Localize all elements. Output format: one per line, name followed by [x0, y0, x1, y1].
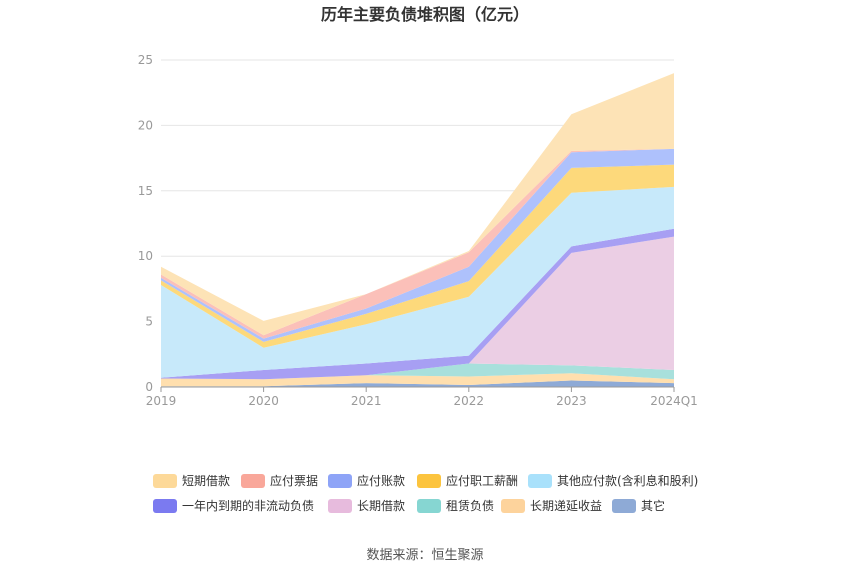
area-其他应付款(含利息和股利) — [161, 186, 674, 378]
area-短期借款 — [161, 73, 674, 336]
legend-item[interactable]: 应付票据 — [241, 473, 318, 488]
legend-label: 应付账款 — [357, 473, 405, 488]
area-租赁负债 — [161, 363, 674, 380]
legend-label: 其它 — [641, 498, 665, 513]
legend-label: 长期借款 — [357, 499, 405, 513]
y-tick-label: 20 — [138, 118, 153, 132]
x-tick-label: 2019 — [146, 394, 177, 408]
y-tick-label: 0 — [145, 380, 153, 394]
legend-item[interactable]: 其他应付款(含利息和股利) — [528, 473, 698, 488]
area-其它 — [161, 380, 674, 387]
y-tick-label: 25 — [138, 53, 153, 67]
legend-label: 应付票据 — [270, 473, 318, 488]
area-应付职工薪酬 — [161, 164, 674, 348]
legend-swatch — [153, 499, 177, 513]
area-长期借款 — [161, 236, 674, 380]
chart-title: 历年主要负债堆积图（亿元） — [321, 5, 529, 24]
legend-item[interactable]: 其它 — [612, 498, 665, 513]
x-tick-label: 2020 — [248, 394, 279, 408]
legend-label: 短期借款 — [182, 474, 230, 488]
x-tick-label: 2024Q1 — [650, 394, 698, 408]
legend-swatch — [241, 474, 265, 488]
legend-item[interactable]: 长期借款 — [328, 499, 405, 513]
x-tick-label: 2021 — [351, 394, 382, 408]
legend-item[interactable]: 短期借款 — [153, 474, 230, 488]
area-长期递延收益 — [161, 373, 674, 387]
legend-swatch — [612, 499, 636, 513]
y-tick-label: 15 — [138, 184, 153, 198]
axes: 0 5 10 15 20 25 2019 2020 2021 2022 2023 2024Q1 — [138, 53, 698, 408]
legend-label: 其他应付款(含利息和股利) — [557, 473, 698, 488]
data-source: 数据来源：恒生聚源 — [366, 548, 483, 563]
legend-label: 应付职工薪酬 — [446, 473, 518, 488]
legend[interactable]: 短期借款 应付票据 应付账款 应付职工薪酬 其他应付款(含利息和股利) 一年内到期的非流动… — [153, 473, 698, 513]
legend-swatch — [501, 499, 525, 513]
legend-item[interactable]: 长期递延收益 — [501, 499, 602, 513]
legend-swatch — [328, 499, 352, 513]
legend-item[interactable]: 一年内到期的非流动负债 — [153, 498, 314, 513]
legend-label: 一年内到期的非流动负债 — [182, 498, 314, 513]
y-tick-label: 10 — [138, 249, 153, 263]
x-tick-label: 2022 — [454, 394, 485, 408]
legend-swatch — [417, 499, 441, 513]
x-tick-label: 2023 — [556, 394, 587, 408]
legend-label: 租赁负债 — [446, 499, 494, 513]
y-tick-label: 5 — [145, 315, 153, 329]
legend-item[interactable]: 应付职工薪酬 — [417, 473, 518, 488]
legend-swatch — [528, 474, 552, 488]
legend-swatch — [328, 474, 352, 488]
legend-item[interactable]: 应付账款 — [328, 473, 405, 488]
legend-item[interactable]: 租赁负债 — [417, 499, 494, 513]
area-series — [161, 73, 674, 387]
legend-label: 长期递延收益 — [530, 499, 602, 513]
area-一年内到期的非流动负债 — [161, 228, 674, 380]
legend-swatch — [153, 474, 177, 488]
legend-swatch — [417, 474, 441, 488]
